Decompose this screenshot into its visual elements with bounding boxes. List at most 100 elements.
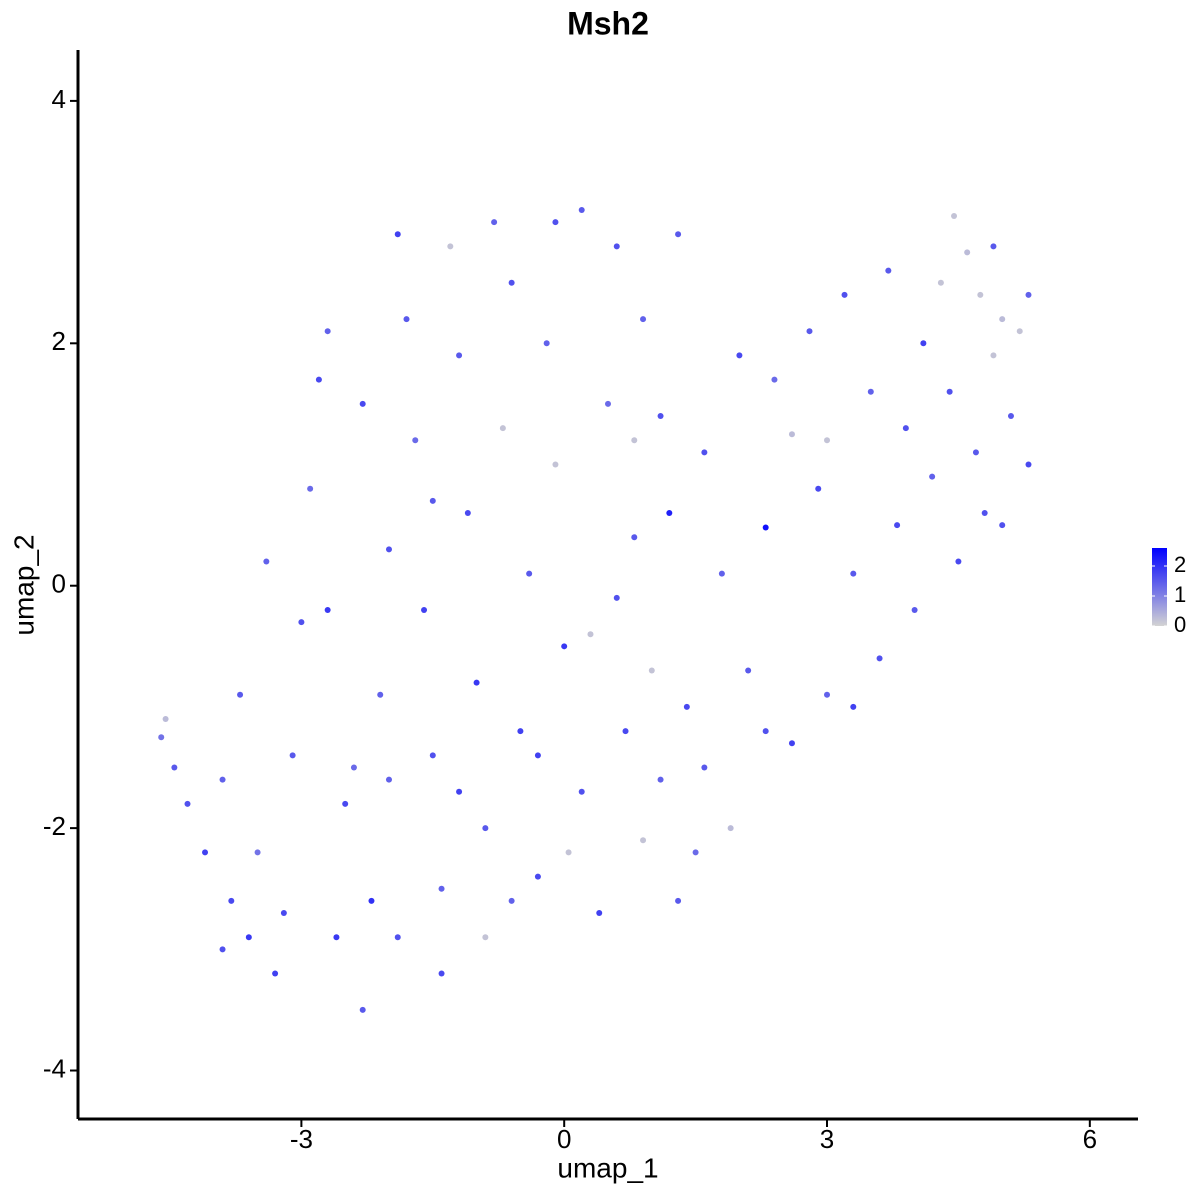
colorbar-label: 0	[1174, 612, 1186, 637]
point	[482, 825, 489, 832]
point	[403, 316, 410, 323]
point	[788, 740, 795, 747]
point	[578, 206, 585, 213]
point	[806, 328, 813, 335]
colorbar-label: 1	[1174, 582, 1186, 607]
point	[876, 655, 883, 662]
point	[368, 897, 375, 904]
point	[648, 667, 655, 674]
point	[788, 431, 795, 438]
point	[324, 328, 331, 335]
point	[534, 752, 541, 759]
colorbar	[1152, 548, 1167, 626]
point	[1007, 413, 1014, 420]
point	[955, 558, 962, 565]
point	[359, 1006, 366, 1013]
point	[850, 570, 857, 577]
point	[867, 388, 874, 395]
point	[228, 897, 235, 904]
point	[736, 352, 743, 359]
point	[552, 219, 559, 226]
point	[631, 534, 638, 541]
x-tick-label: 3	[820, 1124, 834, 1154]
point	[561, 643, 568, 650]
point	[622, 728, 629, 735]
point	[565, 849, 572, 856]
point	[171, 764, 178, 771]
point	[657, 413, 664, 420]
point	[543, 340, 550, 347]
point	[289, 752, 296, 759]
point	[894, 522, 901, 529]
point	[272, 970, 279, 977]
point	[280, 909, 287, 916]
x-tick-label: 6	[1083, 1124, 1097, 1154]
point	[219, 776, 226, 783]
point	[429, 497, 436, 504]
point	[298, 619, 305, 626]
point	[683, 703, 690, 710]
point	[920, 340, 927, 347]
point	[245, 934, 252, 941]
point	[447, 243, 454, 250]
point	[1025, 461, 1032, 468]
point	[902, 425, 909, 432]
point	[456, 352, 463, 359]
point	[350, 764, 357, 771]
point	[964, 249, 971, 256]
point	[596, 909, 603, 916]
point	[254, 849, 261, 856]
point	[377, 691, 384, 698]
point	[385, 546, 392, 553]
point	[482, 934, 489, 941]
point	[219, 946, 226, 953]
point	[990, 243, 997, 250]
point	[771, 376, 778, 383]
y-tick-label: 0	[52, 569, 66, 599]
point	[951, 213, 958, 220]
x-tick-label: 0	[557, 1124, 571, 1154]
point	[315, 376, 322, 383]
point	[981, 509, 988, 516]
y-tick-label: 2	[52, 326, 66, 356]
point	[184, 800, 191, 807]
chart-title: Msh2	[567, 5, 649, 41]
point	[508, 279, 515, 286]
point	[692, 849, 699, 856]
point	[657, 776, 664, 783]
point	[578, 788, 585, 795]
point	[885, 267, 892, 274]
point	[464, 509, 471, 516]
point	[850, 703, 857, 710]
point	[162, 716, 169, 723]
point	[499, 425, 506, 432]
point	[640, 837, 647, 844]
point	[929, 473, 936, 480]
point	[977, 291, 984, 298]
point	[1025, 291, 1032, 298]
point	[456, 788, 463, 795]
point	[745, 667, 752, 674]
point	[421, 606, 428, 613]
point	[534, 873, 541, 880]
point	[631, 437, 638, 444]
y-tick-label: 4	[52, 84, 66, 114]
point	[342, 800, 349, 807]
point	[605, 400, 611, 407]
point	[841, 291, 848, 298]
point	[307, 485, 314, 492]
point	[727, 825, 734, 832]
point	[640, 316, 647, 323]
point	[762, 728, 769, 735]
point	[552, 461, 559, 468]
point	[718, 570, 725, 577]
point	[394, 231, 401, 238]
point	[613, 243, 620, 250]
point	[815, 485, 822, 492]
point	[824, 437, 831, 444]
point	[412, 437, 419, 444]
point	[517, 728, 524, 735]
point	[701, 449, 708, 456]
y-tick-label: -4	[43, 1053, 66, 1083]
point	[158, 734, 165, 741]
